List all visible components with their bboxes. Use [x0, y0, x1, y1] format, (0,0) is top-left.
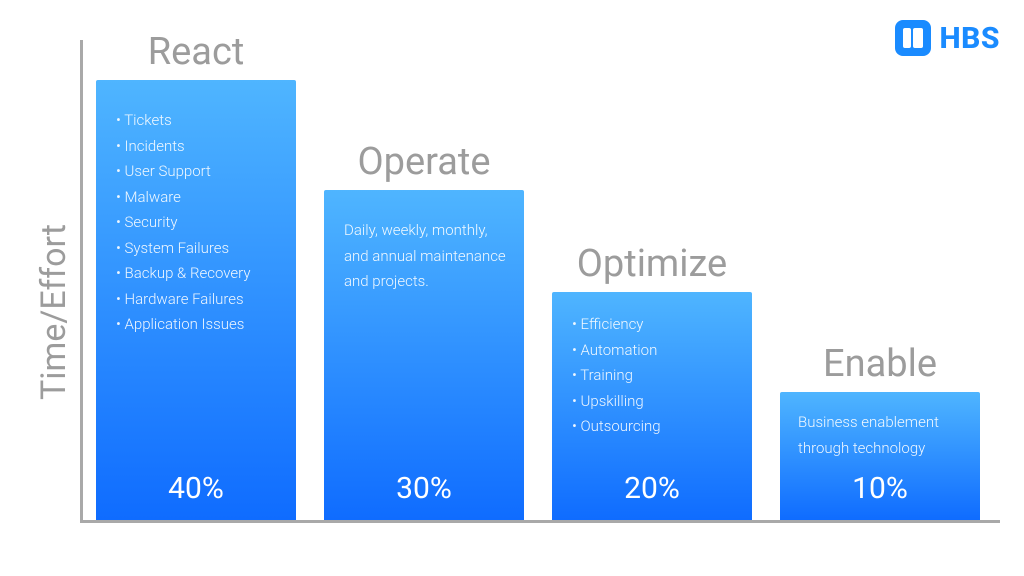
bar-body-item: Security [116, 210, 282, 236]
bar-percent: 20% [552, 471, 752, 506]
bar-operate: OperateDaily, weekly, monthly, and annua… [324, 190, 524, 520]
bar-body-item: Incidents [116, 134, 282, 160]
bar-body-item: Automation [572, 338, 738, 364]
bar-body: TicketsIncidentsUser SupportMalwareSecur… [116, 108, 282, 338]
y-axis-label: Time/Effort [34, 224, 74, 400]
bar-body: Business enablement through technology [798, 410, 966, 461]
bar-title: Optimize [552, 242, 752, 286]
bar-percent: 30% [324, 471, 524, 506]
bar-body-item: Training [572, 363, 738, 389]
chart-canvas: HBS Time/Effort ReactTicketsIncidentsUse… [0, 0, 1024, 576]
bar-body-item: System Failures [116, 236, 282, 262]
bar-body-item: Application Issues [116, 312, 282, 338]
bar-title: Operate [324, 140, 524, 184]
bar-body-item: User Support [116, 159, 282, 185]
bar-react: ReactTicketsIncidentsUser SupportMalware… [96, 80, 296, 520]
bar-enable: EnableBusiness enablement through techno… [780, 392, 980, 520]
plot-area: ReactTicketsIncidentsUser SupportMalware… [80, 40, 1000, 520]
bar-body-item: Hardware Failures [116, 287, 282, 313]
bar-body: EfficiencyAutomationTrainingUpskillingOu… [572, 312, 738, 440]
bar-title: Enable [780, 342, 980, 386]
bar-body-item: Tickets [116, 108, 282, 134]
bar-body-item: Upskilling [572, 389, 738, 415]
bar-body-item: Outsourcing [572, 414, 738, 440]
x-axis-line [80, 520, 1000, 523]
bar-body-item: Efficiency [572, 312, 738, 338]
bar-optimize: OptimizeEfficiencyAutomationTrainingUpsk… [552, 292, 752, 520]
bar-body: Daily, weekly, monthly, and annual maint… [344, 218, 510, 295]
bar-title: React [96, 30, 296, 74]
bar-percent: 40% [96, 471, 296, 506]
bar-body-item: Malware [116, 185, 282, 211]
bar-body-item: Backup & Recovery [116, 261, 282, 287]
bar-percent: 10% [780, 471, 980, 506]
